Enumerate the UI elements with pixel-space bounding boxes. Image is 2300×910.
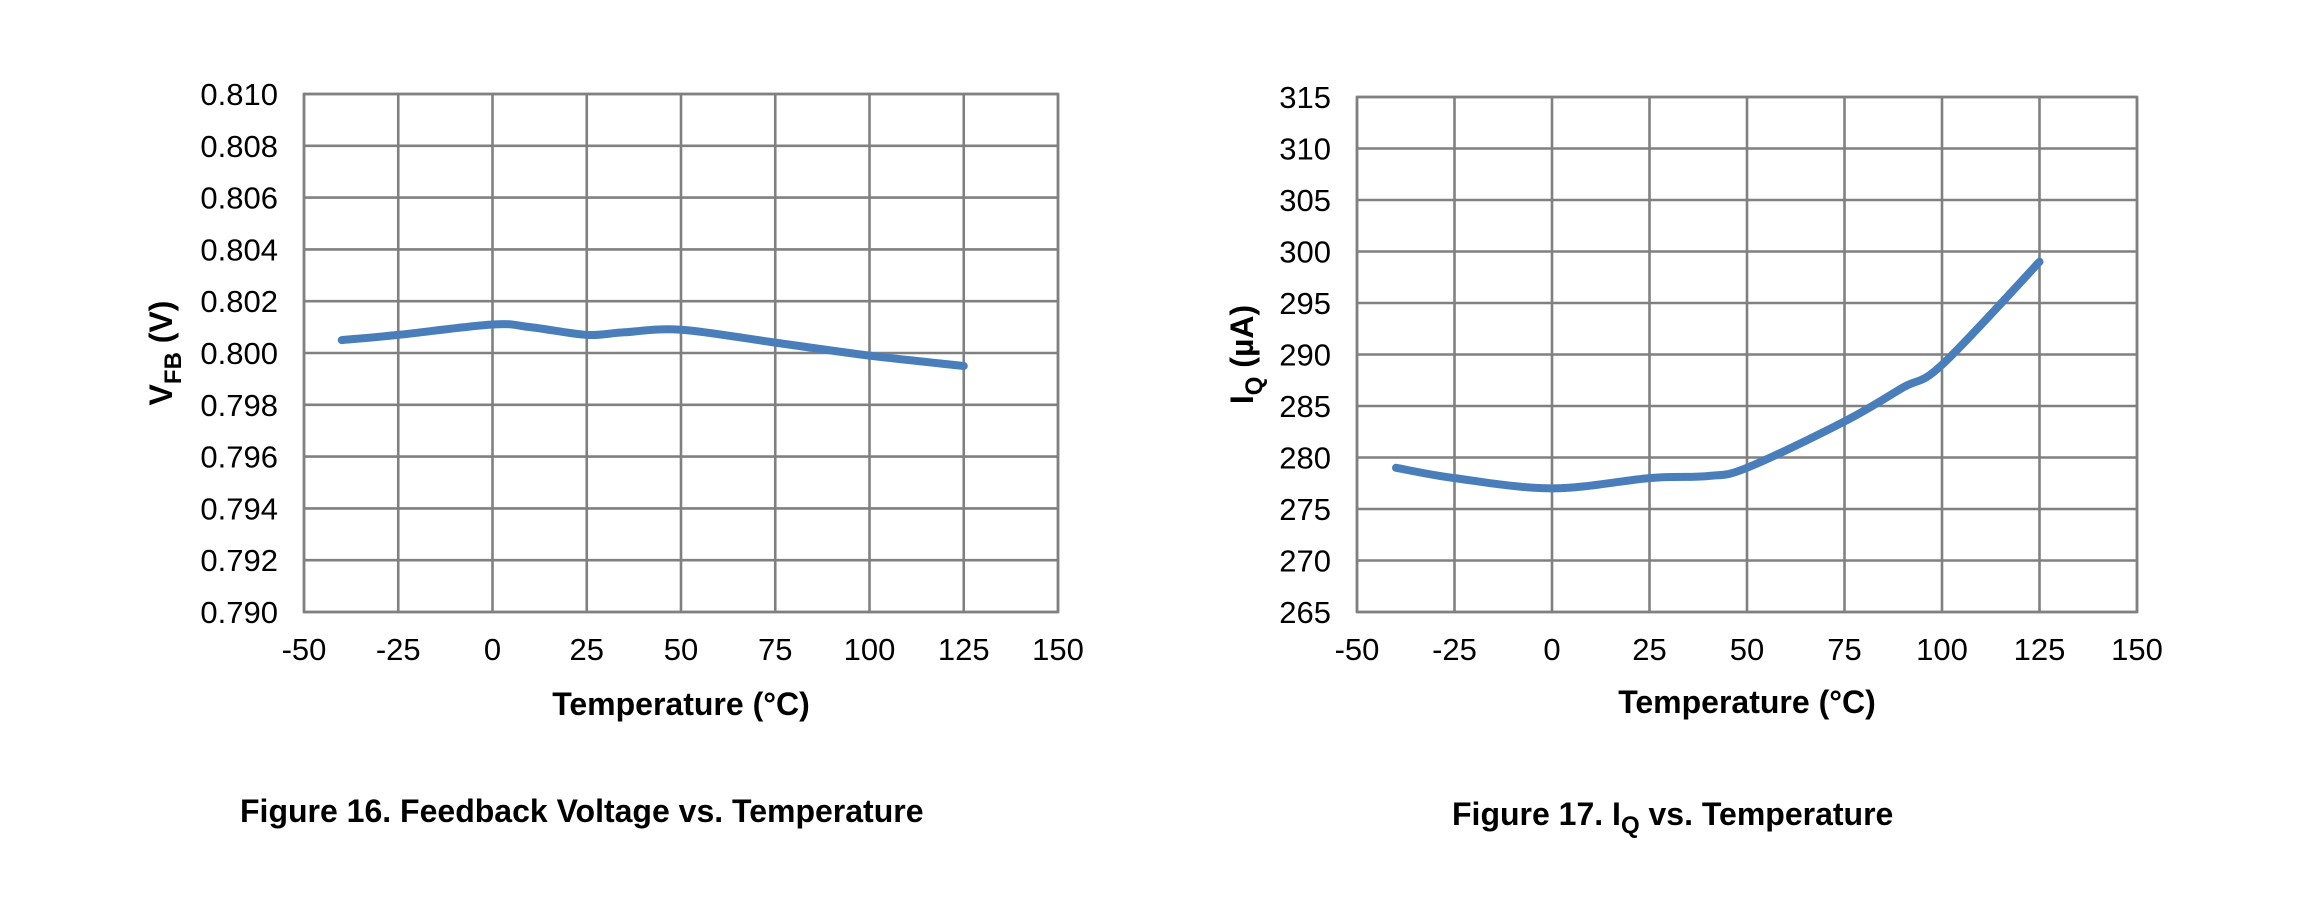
chart-1-x-axis-title: Temperature (°C): [552, 686, 810, 722]
chart-1-y-axis-title-sub: FB: [160, 352, 187, 384]
chart-1-x-tick-label: 25: [570, 632, 604, 667]
chart-2-caption-rest: vs. Temperature: [1640, 796, 1894, 832]
chart-2-x-tick-label: 25: [1632, 632, 1666, 667]
chart-2-y-tick-label: 290: [1279, 338, 1331, 373]
chart-2-caption-main: Figure 17. I: [1452, 796, 1621, 832]
chart-1-y-axis-title-unit: (V): [143, 301, 179, 353]
chart-1-y-tick-label: 0.806: [200, 181, 278, 216]
chart-2-y-tick-label: 305: [1279, 183, 1331, 218]
chart-1-y-tick-label: 0.794: [200, 491, 278, 526]
chart-2-caption: Figure 17. IQ vs. Temperature: [1452, 796, 1893, 839]
chart-2-series-line: [1392, 257, 2044, 493]
chart-2-y-tick-label: 295: [1279, 286, 1331, 321]
chart-2-y-ticks: 265 270 275 280 285 290 295 300 305 310 315: [1279, 80, 1331, 630]
chart-2-caption-sub: Q: [1621, 812, 1640, 839]
chart-1-y-tick-label: 0.802: [200, 284, 278, 319]
chart-1-x-tick-label: -25: [376, 632, 421, 667]
chart-1-x-tick-label: 125: [938, 632, 990, 667]
chart-2-y-axis-title-main: I: [1224, 395, 1260, 404]
chart-1-y-tick-label: 0.792: [200, 543, 278, 578]
chart-1-x-tick-label: 50: [664, 632, 698, 667]
chart-1-grid: [302, 92, 1060, 614]
chart-2-y-tick-label: 285: [1279, 389, 1331, 424]
chart-2-y-tick-label: 315: [1279, 80, 1331, 115]
chart-1-plot-area: [302, 92, 1060, 614]
chart-2-y-axis-title-unit: (µA): [1224, 305, 1260, 377]
chart-2-y-tick-label: 265: [1279, 595, 1331, 630]
chart-2-y-tick-label: 270: [1279, 544, 1331, 579]
chart-1-x-tick-label: 150: [1032, 632, 1084, 667]
chart-feedback-voltage: 0.790 0.792 0.794 0.796 0.798 0.800 0.802 0.804…: [143, 77, 1084, 829]
chart-1-y-tick-label: 0.808: [200, 129, 278, 164]
chart-1-series-line: [337, 320, 968, 370]
chart-2-x-tick-label: 0: [1543, 632, 1560, 667]
chart-2-y-tick-label: 300: [1279, 235, 1331, 270]
chart-2-grid: [1355, 95, 2139, 614]
chart-2-x-tick-label: 125: [2014, 632, 2066, 667]
chart-2-x-tick-label: 50: [1730, 632, 1764, 667]
chart-2-y-tick-label: 280: [1279, 441, 1331, 476]
chart-2-y-axis-title-sub: Q: [1241, 377, 1268, 396]
chart-2-x-tick-label: -50: [1335, 632, 1380, 667]
chart-2-plot-area: [1355, 95, 2139, 614]
chart-2-x-tick-label: -25: [1432, 632, 1477, 667]
chart-2-x-axis-title: Temperature (°C): [1618, 684, 1876, 720]
chart-1-caption: Figure 16. Feedback Voltage vs. Temperat…: [240, 793, 924, 829]
chart-2-x-tick-label: 100: [1916, 632, 1968, 667]
chart-1-x-tick-label: -50: [282, 632, 327, 667]
chart-1-y-tick-label: 0.796: [200, 440, 278, 475]
chart-1-y-tick-label: 0.810: [200, 77, 278, 112]
chart-1-x-tick-label: 0: [484, 632, 501, 667]
chart-1-y-tick-label: 0.798: [200, 388, 278, 423]
chart-2-x-ticks: -50 -25 0 25 50 75 100 125 150: [1335, 632, 2163, 667]
chart-2-x-tick-label: 75: [1827, 632, 1861, 667]
chart-2-y-axis-title: IQ (µA): [1224, 305, 1268, 404]
chart-1-y-axis-title-main: V: [143, 383, 179, 405]
chart-1-x-tick-label: 100: [844, 632, 896, 667]
chart-1-y-tick-label: 0.800: [200, 336, 278, 371]
chart-quiescent-current: 265 270 275 280 285 290 295 300 305 310 315 -50 -25…: [1224, 80, 2163, 839]
chart-1-y-tick-label: 0.804: [200, 232, 278, 267]
chart-1-x-ticks: -50 -25 0 25 50 75 100 125 150: [282, 632, 1084, 667]
chart-2-y-tick-label: 310: [1279, 132, 1331, 167]
chart-2-x-tick-label: 150: [2111, 632, 2163, 667]
chart-1-x-tick-label: 75: [758, 632, 792, 667]
chart-1-y-axis-title: VFB (V): [143, 301, 187, 406]
chart-1-y-ticks: 0.790 0.792 0.794 0.796 0.798 0.800 0.802 0.804…: [200, 77, 278, 630]
chart-2-y-tick-label: 275: [1279, 492, 1331, 527]
chart-1-y-tick-label: 0.790: [200, 595, 278, 630]
